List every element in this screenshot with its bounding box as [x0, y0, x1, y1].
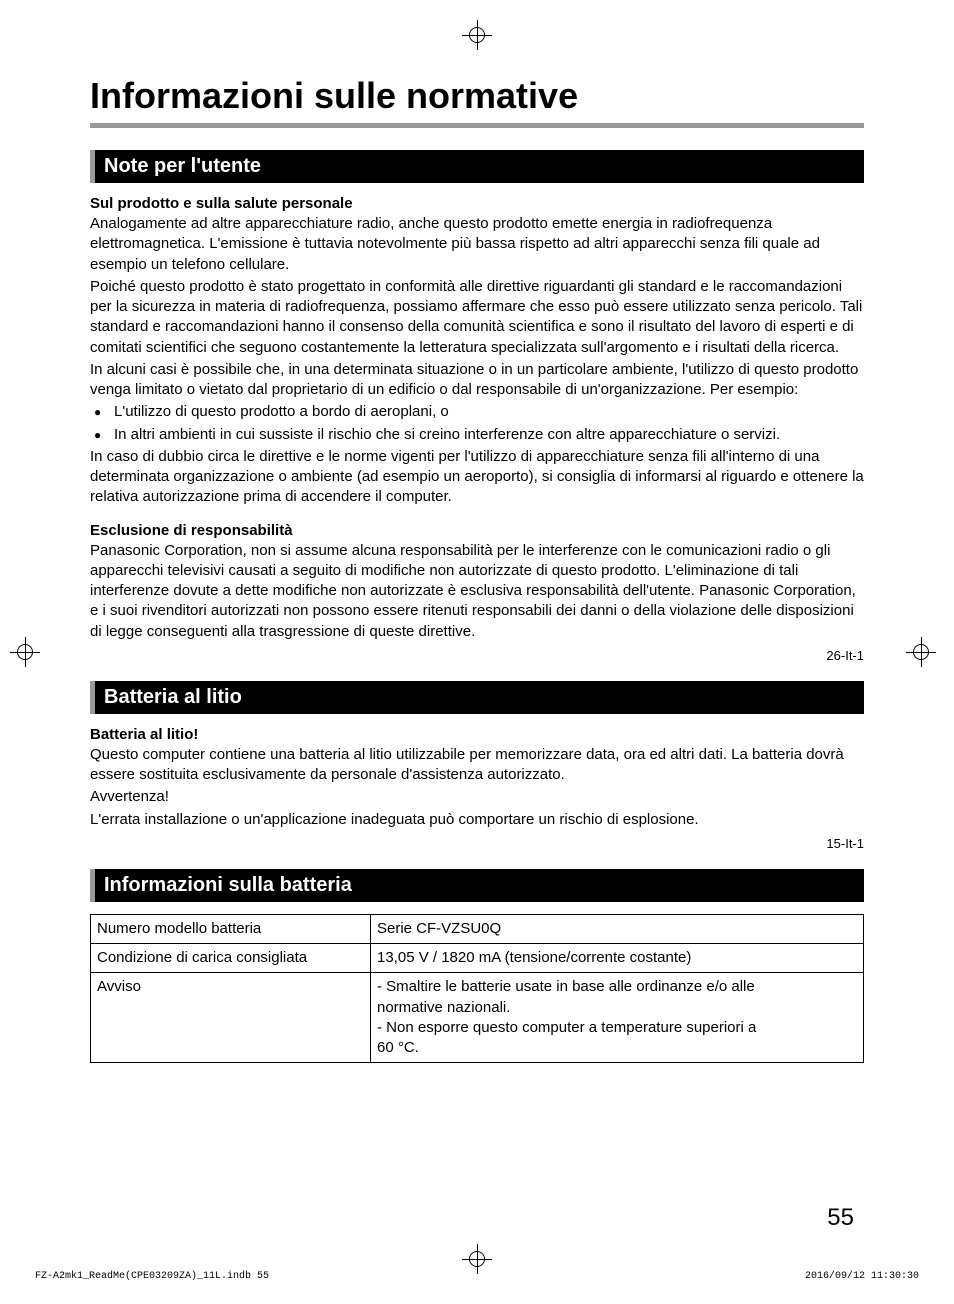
table-row: Condizione di carica consigliata 13,05 V… [91, 944, 864, 973]
table-cell-value: - Smaltire le batterie usate in base all… [371, 973, 864, 1063]
body-text: Questo computer contiene una batteria al… [90, 745, 864, 786]
body-text: Panasonic Corporation, non si assume alc… [90, 541, 864, 642]
body-text: In caso di dubbio circa le direttive e l… [90, 447, 864, 508]
footer-left: FZ-A2mk1_ReadMe(CPE03209ZA)_11L.indb 55 [35, 1271, 269, 1282]
subheading-disclaimer: Esclusione di responsabilità [90, 522, 864, 539]
title-rule [90, 123, 864, 128]
footer: FZ-A2mk1_ReadMe(CPE03209ZA)_11L.indb 55 … [35, 1271, 919, 1282]
footer-right: 2016/09/12 11:30:30 [805, 1271, 919, 1282]
table-cell-label: Avviso [91, 973, 371, 1063]
body-text: Avvertenza! [90, 787, 864, 807]
body-text: Analogamente ad altre apparecchiature ra… [90, 214, 864, 275]
ref-code: 15-It-1 [90, 836, 864, 851]
bullet-item: In altri ambienti in cui sussiste il ris… [90, 425, 864, 445]
table-cell-value: Serie CF-VZSU0Q [371, 914, 864, 943]
body-text: L'errata installazione o un'applicazione… [90, 810, 864, 830]
table-row: Numero modello batteria Serie CF-VZSU0Q [91, 914, 864, 943]
page-number: 55 [827, 1204, 854, 1232]
bullet-list: L'utilizzo di questo prodotto a bordo di… [90, 402, 864, 445]
subheading-lithium: Batteria al litio! [90, 726, 864, 743]
section-header-notes: Note per l'utente [90, 150, 864, 183]
bullet-item: L'utilizzo di questo prodotto a bordo di… [90, 402, 864, 422]
section-header-lithium: Batteria al litio [90, 681, 864, 714]
subheading-product-health: Sul prodotto e sulla salute personale [90, 195, 864, 212]
main-title: Informazioni sulle normative [90, 75, 864, 117]
table-cell-label: Condizione di carica consigliata [91, 944, 371, 973]
body-text: Poiché questo prodotto è stato progettat… [90, 277, 864, 358]
body-text: In alcuni casi è possibile che, in una d… [90, 360, 864, 401]
ref-code: 26-It-1 [90, 648, 864, 663]
page-container: Informazioni sulle normative Note per l'… [0, 0, 954, 1304]
battery-info-table: Numero modello batteria Serie CF-VZSU0Q … [90, 914, 864, 1064]
table-row: Avviso - Smaltire le batterie usate in b… [91, 973, 864, 1063]
section-header-battery-info: Informazioni sulla batteria [90, 869, 864, 902]
table-cell-value: 13,05 V / 1820 mA (tensione/corrente cos… [371, 944, 864, 973]
table-cell-label: Numero modello batteria [91, 914, 371, 943]
